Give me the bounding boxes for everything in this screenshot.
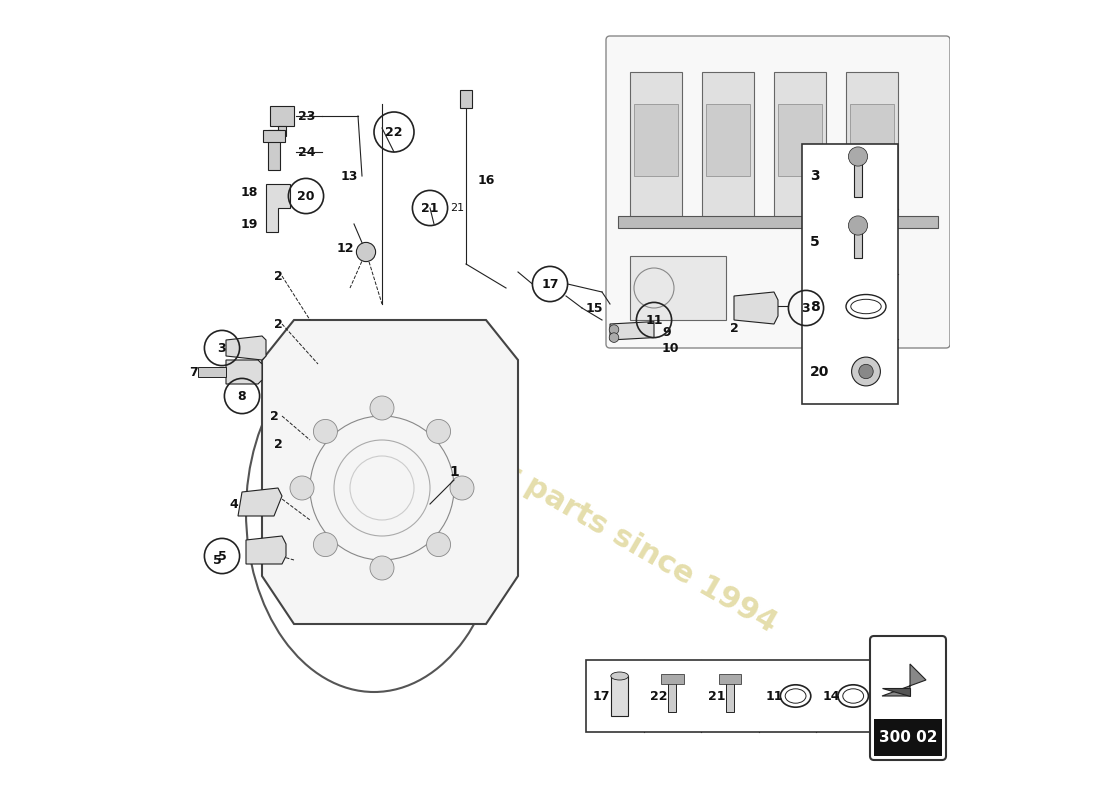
Bar	[610, 676, 628, 716]
Text: 2: 2	[729, 322, 738, 334]
Text: 4: 4	[229, 498, 238, 510]
Polygon shape	[610, 322, 654, 340]
Text: 10: 10	[662, 342, 680, 354]
Bar	[263, 130, 285, 142]
Text: 2: 2	[274, 270, 283, 282]
Text: 300 02: 300 02	[879, 730, 937, 745]
Bar	[854, 226, 862, 258]
Text: 18: 18	[241, 186, 258, 198]
Text: 8: 8	[238, 390, 246, 402]
Text: 14: 14	[823, 690, 840, 702]
Circle shape	[848, 147, 868, 166]
Bar	[270, 106, 294, 126]
Text: 20: 20	[297, 190, 315, 202]
Circle shape	[356, 242, 375, 262]
Text: 1: 1	[449, 465, 459, 479]
Circle shape	[314, 419, 338, 443]
Bar	[661, 674, 683, 684]
Text: 19: 19	[241, 218, 258, 230]
Text: 17: 17	[593, 690, 609, 702]
Bar	[706, 104, 750, 176]
Circle shape	[609, 325, 619, 334]
Text: 15: 15	[586, 302, 604, 314]
Text: 2: 2	[274, 318, 283, 330]
Bar	[854, 157, 862, 197]
FancyBboxPatch shape	[606, 36, 950, 348]
Text: 21: 21	[421, 202, 439, 214]
Text: 6: 6	[213, 366, 222, 378]
Circle shape	[314, 533, 338, 557]
Circle shape	[370, 556, 394, 580]
Polygon shape	[882, 664, 926, 696]
Circle shape	[290, 476, 314, 500]
Text: 22: 22	[650, 690, 668, 702]
Bar	[846, 72, 898, 224]
Bar	[198, 367, 226, 377]
Text: 9: 9	[662, 326, 671, 338]
Text: 3: 3	[218, 342, 227, 354]
Polygon shape	[246, 536, 286, 564]
Bar	[726, 680, 734, 712]
Text: 11: 11	[646, 314, 662, 326]
FancyBboxPatch shape	[870, 636, 946, 760]
Text: 24: 24	[298, 146, 316, 158]
Bar	[702, 72, 754, 224]
Bar	[802, 144, 898, 404]
Text: 3: 3	[802, 302, 811, 314]
Circle shape	[851, 357, 880, 386]
Text: 3: 3	[810, 170, 820, 183]
Polygon shape	[734, 292, 778, 324]
Text: 5: 5	[810, 234, 820, 249]
Bar	[874, 719, 942, 756]
Text: a passion for parts since 1994: a passion for parts since 1994	[318, 354, 782, 638]
Text: 2: 2	[270, 410, 278, 422]
Bar	[850, 104, 894, 176]
Text: 11: 11	[766, 690, 783, 702]
Polygon shape	[262, 320, 518, 624]
Bar	[618, 216, 938, 228]
Text: 8: 8	[810, 299, 820, 314]
Polygon shape	[226, 360, 262, 384]
Bar	[718, 674, 741, 684]
Text: 13: 13	[341, 170, 358, 182]
Text: 20: 20	[810, 365, 829, 378]
Bar	[267, 130, 280, 170]
Text: 22: 22	[385, 126, 403, 138]
Circle shape	[450, 476, 474, 500]
Text: 21: 21	[450, 203, 464, 213]
Circle shape	[848, 216, 868, 235]
Text: 5: 5	[213, 554, 222, 566]
Text: 23: 23	[298, 110, 316, 122]
Polygon shape	[238, 488, 282, 516]
Bar	[669, 680, 676, 712]
Text: 16: 16	[478, 174, 495, 186]
Circle shape	[370, 396, 394, 420]
Circle shape	[427, 419, 451, 443]
Polygon shape	[882, 688, 910, 696]
Text: 17: 17	[541, 278, 559, 290]
Text: 21: 21	[707, 690, 725, 702]
Text: 3: 3	[242, 341, 249, 350]
Bar	[630, 256, 726, 320]
Bar	[630, 72, 682, 224]
Polygon shape	[226, 336, 266, 360]
Text: 7: 7	[189, 366, 198, 378]
Ellipse shape	[610, 672, 628, 680]
Text: 12: 12	[337, 242, 354, 254]
Text: 2: 2	[274, 438, 283, 450]
Bar	[586, 660, 874, 732]
Bar	[774, 72, 826, 224]
Circle shape	[609, 333, 619, 342]
Bar	[634, 104, 678, 176]
Polygon shape	[266, 184, 290, 232]
Bar	[460, 90, 472, 108]
Text: 5: 5	[218, 550, 227, 562]
Circle shape	[859, 364, 873, 378]
Bar	[778, 104, 822, 176]
Bar	[278, 126, 286, 136]
Circle shape	[427, 533, 451, 557]
